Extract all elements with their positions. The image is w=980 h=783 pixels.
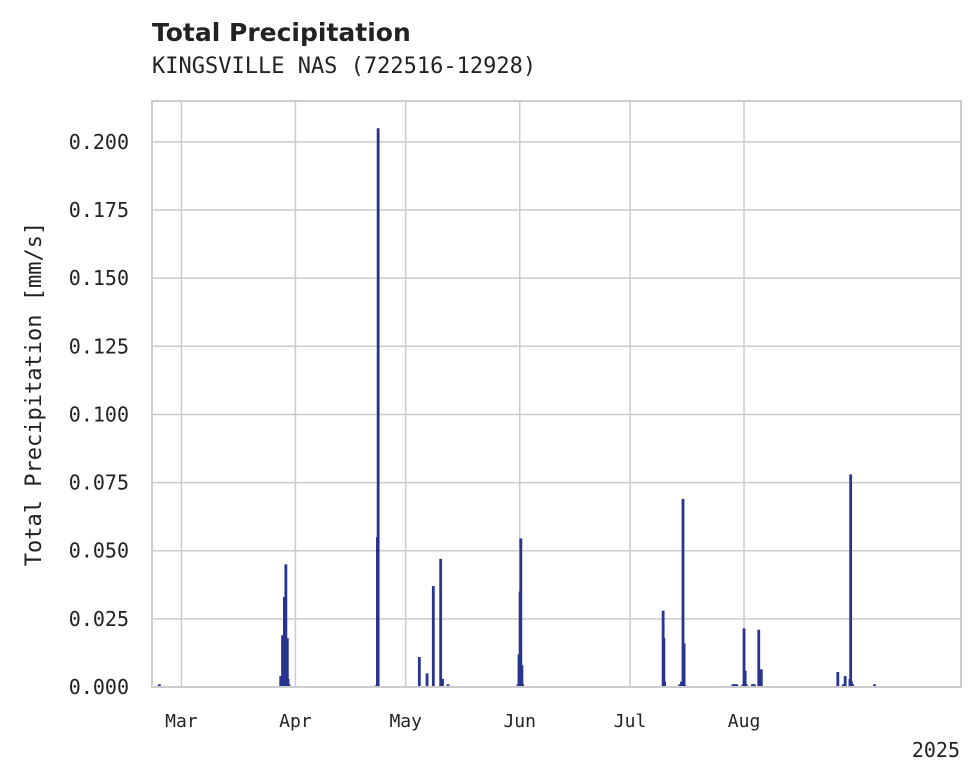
precipitation-bar [742,628,746,687]
y-tick-label: 0.125 [69,334,129,358]
precipitation-bar [873,684,876,687]
precipitation-bar [851,684,854,687]
y-axis-ticks: 0.000 0.025 0.050 0.075 0.100 0.125 0.150 0.175… [69,130,129,699]
precipitation-bar [757,629,761,687]
precipitation-bar [678,684,682,687]
plot-frame [151,100,962,688]
precipitation-bar [843,676,847,687]
precipitation-bars [157,128,876,687]
precipitation-bar [743,670,747,687]
y-tick-label: 0.175 [69,198,129,222]
y-tick-label: 0.000 [69,675,129,699]
precipitation-bar [758,678,762,687]
y-tick-label: 0.200 [69,130,129,154]
precipitation-bar [417,657,421,687]
precipitation-bar [441,678,444,687]
year-label: 2025 [912,738,960,762]
precipitation-bar [287,684,291,687]
precipitation-bar [157,684,161,687]
x-tick-label: May [389,711,422,732]
precipitation-bar [681,498,685,687]
precipitation-bar [752,684,756,687]
precipitation-bar [279,676,283,687]
precipitation-bar [431,586,435,687]
precipitation-bar [836,672,840,687]
y-tick-label: 0.050 [69,539,129,563]
precipitation-bar [521,684,525,687]
precipitation-bar [425,673,429,687]
precipitation-bar [520,665,524,687]
y-tick-label: 0.075 [69,471,129,495]
y-tick-label: 0.150 [69,266,129,290]
x-tick-label: Jul [614,711,647,732]
precipitation-bar [286,678,290,687]
precipitation-bar [519,538,523,687]
y-tick-label: 0.025 [69,607,129,631]
precipitation-bar [285,637,289,687]
precipitation-bar [662,637,666,687]
precipitation-bar [680,681,683,687]
precipitation-bar [284,564,288,687]
x-tick-label: Mar [165,711,198,732]
x-tick-label: Apr [279,711,312,732]
precipitation-bar [735,684,739,687]
x-axis-ticks: Mar Apr May Jun Jul Aug [165,711,760,732]
precipitation-bar [376,128,380,687]
precipitation-bar [759,669,763,687]
precipitation-bar [733,684,737,687]
precipitation-bar [744,684,748,687]
y-tick-label: 0.100 [69,402,129,426]
precipitation-bar [281,635,284,687]
x-tick-label: Jun [503,711,536,732]
chart-subtitle: KINGSVILLE NAS (722516-12928) [152,54,536,79]
precipitation-bar [446,684,450,687]
precipitation-bar [663,681,667,687]
precipitation-bar [849,474,853,687]
x-tick-label: Aug [728,711,761,732]
chart-title: Total Precipitation [152,18,411,47]
precipitation-bar [439,558,443,687]
precipitation-bar [682,643,686,687]
precipitation-bar [841,684,845,687]
precipitation-bar [282,597,286,687]
grid-lines [152,101,961,688]
y-axis-label: Total Precipitation [mm/s] [22,222,47,566]
